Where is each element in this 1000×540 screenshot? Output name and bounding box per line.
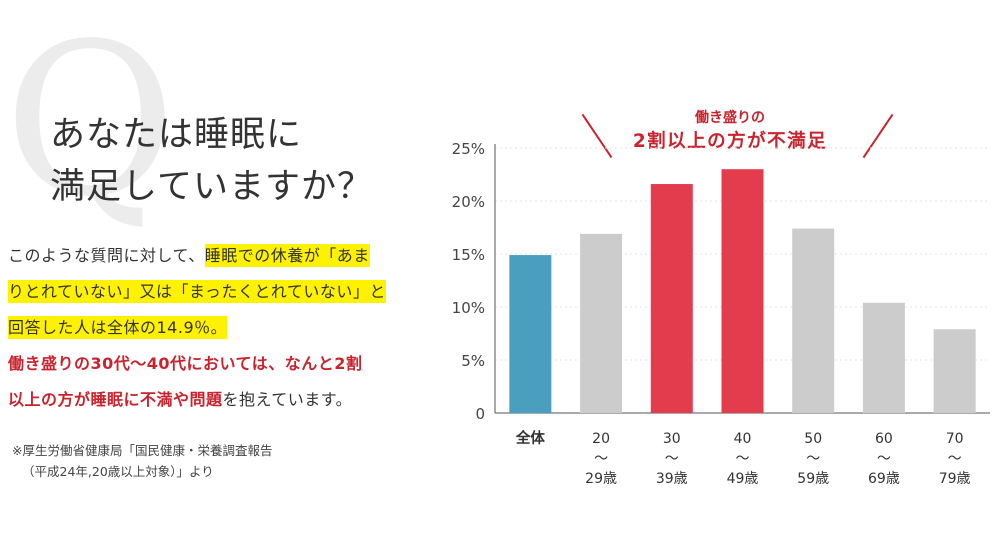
x-tick-label: 〜 (948, 451, 962, 467)
source-line-2: （平成24年,20歳以上対象）」より (22, 464, 214, 479)
y-tick-label: 0 (475, 405, 485, 423)
callout-line-1: 働き盛りの (695, 110, 765, 126)
description-paragraph: このような質問に対して、睡眠での休養が「あまりとれていない」又は「まったくとれて… (8, 238, 428, 418)
x-tick-label: 〜 (806, 451, 820, 467)
bar (721, 169, 764, 413)
source-note: ※厚生労働省健康局「国民健康・栄養調査報告 （平成24年,20歳以上対象）」より (12, 440, 272, 482)
x-tick-label: 70 (946, 431, 964, 447)
bar (862, 302, 905, 413)
x-tick-label: 40 (734, 431, 752, 447)
title-line-1: あなたは睡眠に (50, 115, 303, 156)
chart-callout: 働き盛りの 2割以上の方が不満足 (585, 108, 875, 156)
q-watermark: Q (4, 0, 177, 243)
x-tick-label: 39歳 (656, 471, 688, 487)
x-tick-label: 〜 (594, 451, 608, 467)
x-tick-label: 全体 (515, 429, 545, 447)
x-tick-label: 〜 (877, 451, 891, 467)
bar (580, 233, 623, 413)
y-tick-label: 5% (461, 352, 485, 370)
x-tick-label: 30 (663, 431, 681, 447)
bar (792, 228, 835, 413)
body-emphasis-2: 以上の方が睡眠に不満や問題 (8, 390, 223, 409)
title-line-2: 満足していますか？ (50, 167, 373, 208)
x-tick-label: 69歳 (868, 471, 900, 487)
x-tick-label: 49歳 (727, 471, 759, 487)
bar-chart: 0 5% 10% 15% 20% 25% 全体 20 〜 29歳 30 〜 39歳 40 〜 49歳 50 〜 59… (452, 140, 990, 487)
bar (650, 184, 693, 413)
body-text-2: を抱えています。 (222, 390, 353, 409)
bar (933, 329, 976, 413)
body-emphasis-1: 働き盛りの30代～40代においては、なんと2割 (8, 354, 363, 373)
y-tick-label: 25% (452, 140, 485, 158)
page-title: あなたは睡眠に 満足していますか？ (50, 109, 373, 213)
body-highlight-1: 睡眠での休養が「あま (204, 244, 370, 267)
y-tick-label: 20% (452, 193, 485, 211)
body-highlight-2: りとれていない」又は「まったくとれていない」と (8, 280, 386, 303)
source-line-1: ※厚生労働省健康局「国民健康・栄養調査報告 (12, 443, 273, 458)
x-tick-label: 59歳 (797, 471, 829, 487)
x-tick-label: 29歳 (585, 471, 617, 487)
x-tick-label: 〜 (736, 451, 750, 467)
x-tick-label: 79歳 (939, 471, 971, 487)
x-tick-label: 〜 (665, 451, 679, 467)
x-tick-label: 20 (592, 431, 610, 447)
y-tick-label: 10% (452, 299, 485, 317)
bar (509, 255, 552, 413)
x-tick-label: 60 (875, 431, 893, 447)
y-tick-label: 15% (452, 246, 485, 264)
x-tick-label: 50 (804, 431, 822, 447)
body-highlight-3: 回答した人は全体の14.9％。 (8, 316, 228, 339)
callout-line-2: 2割以上の方が不満足 (632, 131, 828, 152)
body-text-1: このような質問に対して、 (8, 246, 205, 265)
